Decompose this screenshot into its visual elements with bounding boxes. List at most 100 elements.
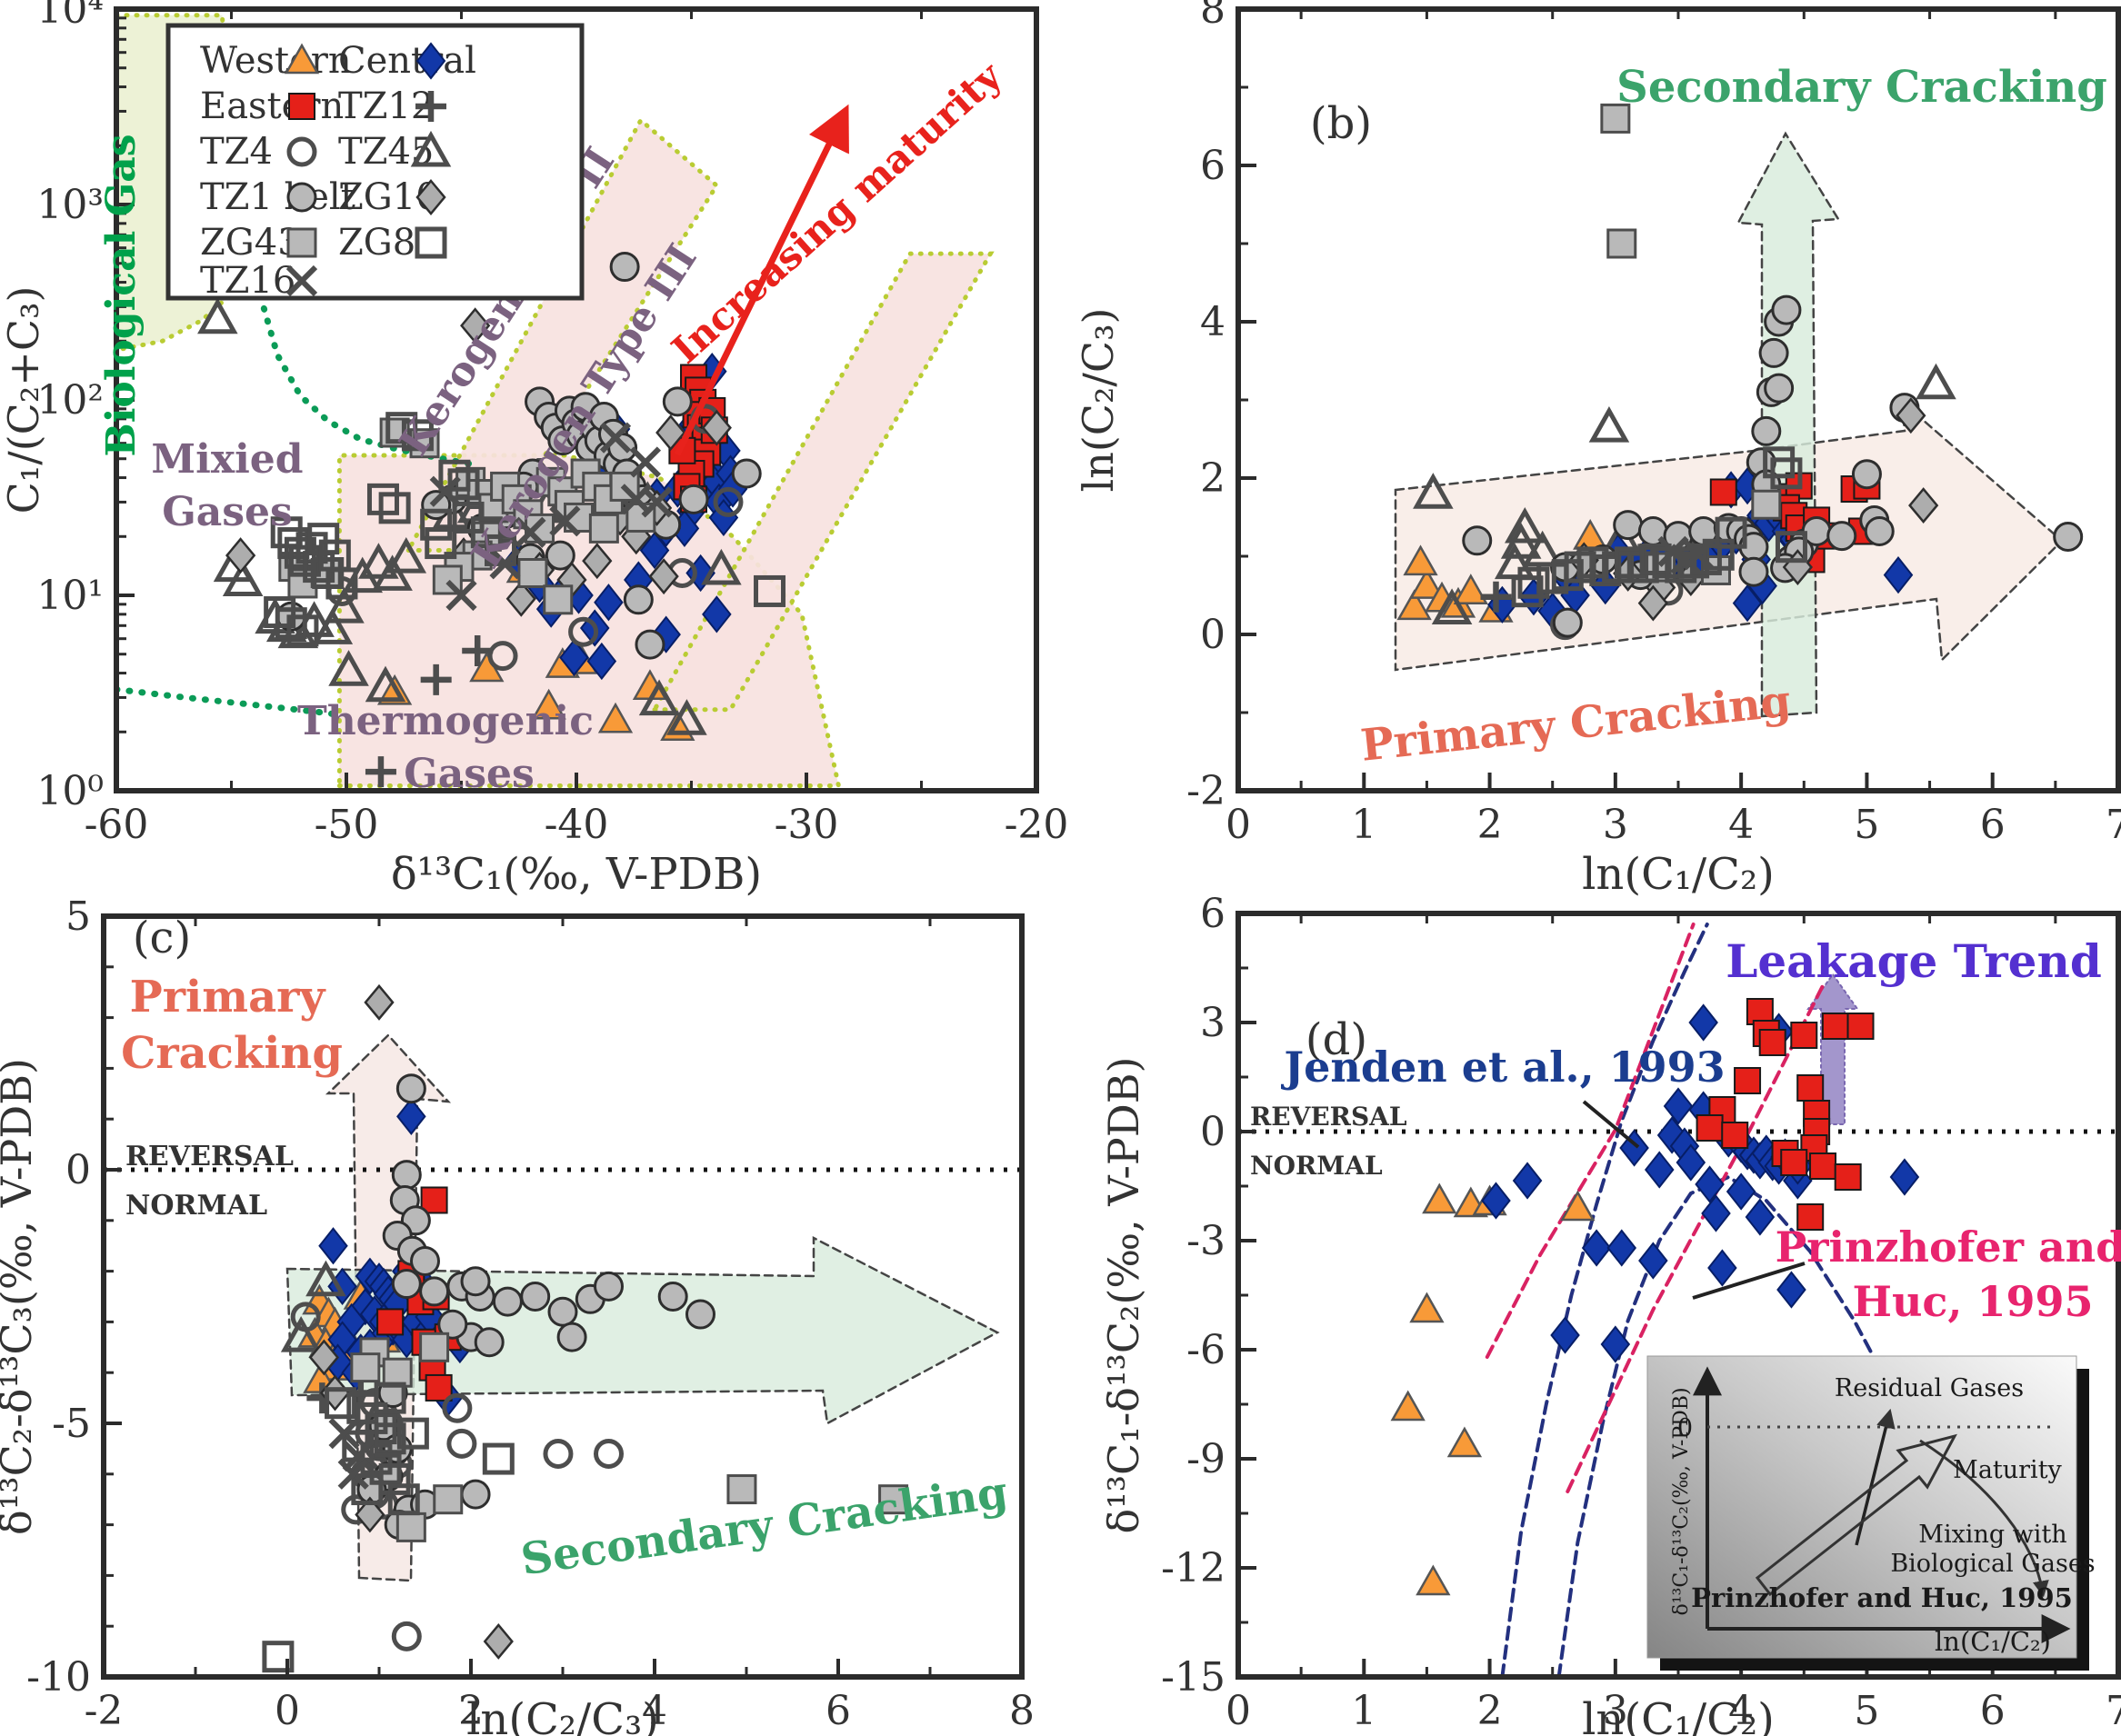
data-point-diamond-blue <box>1695 1165 1725 1203</box>
inset-text: Residual Gases <box>1835 1374 2024 1402</box>
data-point-circle-gray <box>594 1271 624 1302</box>
data-point-tri-orange <box>1409 568 1445 599</box>
series-tz16 <box>328 1418 374 1490</box>
data-point-square-open <box>420 508 453 541</box>
legend-marker-tz45 <box>410 130 452 167</box>
data-point-x-dark <box>489 548 521 580</box>
legend-marker-western <box>284 43 320 75</box>
annotation-normal: NORMAL <box>125 1190 267 1222</box>
annotation-secondary-cracking: Secondary Cracking <box>1616 62 2107 113</box>
inset-text: Biological Gases <box>1890 1550 2095 1578</box>
data-point-square-open <box>401 419 434 452</box>
panel-c: -2 0 2 4 6 8 5 0 -5 -10 ln(C₂/C₃) δ¹³C₂-δ¹³C₃(‰, V-… <box>0 893 1035 1736</box>
data-point-circle-open <box>594 1438 624 1469</box>
data-point-tri-open <box>1505 506 1546 544</box>
x-tick-label: -60 <box>85 802 149 848</box>
annotation-primary-cracking: Primary Cracking <box>1358 675 1793 771</box>
data-point-diamond-blue <box>318 1227 348 1265</box>
data-point-circle-gray <box>437 1309 468 1340</box>
data-point-circle-open <box>487 641 518 672</box>
data-point-diamond-gray <box>483 1622 514 1660</box>
data-point-square-open <box>351 1473 384 1506</box>
annotation-thermogenic: Thermogenic <box>297 698 594 744</box>
y-tick-label: -3 <box>1186 1218 1226 1264</box>
data-point-square-open <box>262 1641 295 1673</box>
y-axis-label-d: δ¹³C₁-δ¹³C₂(‰, V-PDB) <box>1099 1056 1148 1533</box>
series-tz45 <box>280 1260 346 1352</box>
inset-mixing-arrow <box>1919 1439 2049 1598</box>
data-point-square-red <box>1696 1114 1724 1142</box>
data-point-square-gray <box>878 1484 909 1515</box>
x-tick-label: 8 <box>1009 1688 1035 1734</box>
y-tick-label: 2 <box>1200 455 1226 502</box>
legend-label-western: Western <box>200 40 352 82</box>
data-point-tri-open <box>324 586 365 624</box>
inset-text: Maturity <box>1953 1456 2062 1484</box>
x-tick-label: 3 <box>1603 1688 1628 1734</box>
data-point-circle-gray <box>547 1296 578 1327</box>
data-point-diamond-blue <box>1581 1229 1612 1267</box>
data-point-circle-gray <box>460 1266 491 1297</box>
data-point-tri-orange <box>1453 574 1488 604</box>
y-axis-label-b: ln(C₂/C₃) <box>1074 307 1123 492</box>
data-point-diamond-blue <box>1745 1198 1776 1236</box>
data-point-circle-gray <box>1764 373 1795 404</box>
legend-marker-zg10 <box>415 179 446 215</box>
data-point-circle-gray <box>1758 337 1789 368</box>
panel-a: -60 -50 -40 -30 -20 10⁰ 10¹ 10² 10³ 10⁴ δ¹³C₁(‰, V… <box>0 0 1068 900</box>
data-point-x-dark <box>599 422 632 454</box>
data-point-circle-gray <box>1771 294 1802 325</box>
x-tick-label: -30 <box>775 802 839 848</box>
data-point-circle-gray <box>623 584 654 615</box>
data-point-tri-open <box>1588 406 1630 443</box>
data-point-diamond-blue <box>1726 1172 1756 1211</box>
x-axis-label-b: ln(C₁/C₂) <box>1582 849 1775 900</box>
data-point-diamond-gray <box>1637 584 1668 622</box>
legend-label-tz16: TZ16 <box>200 260 295 302</box>
legend-marker-zg8 <box>415 226 447 259</box>
data-point-circle-gray <box>395 1073 426 1104</box>
data-point-square-red <box>1821 1013 1849 1040</box>
series-eastern <box>1696 998 1875 1231</box>
data-point-circle-gray <box>731 458 762 489</box>
data-point-circle-gray <box>1462 525 1493 556</box>
y-tick-label: 10³ <box>36 182 104 228</box>
panel-c-axes: -2 0 2 4 6 8 5 0 -5 -10 ln(C₂/C₃) δ¹³C₂-δ¹³C₃(‰, V-… <box>0 893 1035 1736</box>
data-point-circle-gray <box>545 540 575 571</box>
inset-text: 0 <box>1677 1414 1693 1442</box>
y-tick-label: -12 <box>1161 1545 1226 1591</box>
data-point-x-dark <box>629 446 662 478</box>
data-point-diamond-gray <box>505 580 536 617</box>
data-point-tri-open <box>280 1316 322 1352</box>
y-tick-label: 0 <box>1200 1109 1226 1155</box>
x-tick-label: 2 <box>1477 1688 1503 1734</box>
y-tick-label: 6 <box>1200 891 1226 937</box>
data-point-tri-orange <box>1446 1426 1483 1458</box>
data-point-square-open <box>286 614 319 647</box>
data-point-diamond-blue <box>1732 584 1763 623</box>
data-point-tri-open <box>197 297 238 334</box>
data-point-diamond-blue <box>1656 1116 1687 1154</box>
annotation-primary: Primary <box>130 972 327 1023</box>
data-point-circle-gray <box>474 1327 505 1358</box>
data-point-diamond-blue <box>702 595 732 634</box>
data-point-diamond-gray <box>655 414 686 451</box>
x-tick-label: 1 <box>1351 1688 1376 1734</box>
data-point-square-open <box>438 459 471 492</box>
data-point-circle-gray <box>657 1282 688 1312</box>
data-point-tri-open <box>372 554 413 591</box>
inset-prinzhofer-diagram: Residual Gases 0 Maturity Mixing withBiolog… <box>1646 1355 2096 1671</box>
data-point-square-red <box>1809 1152 1837 1180</box>
data-point-square-gray <box>433 1484 464 1515</box>
data-point-square-gray <box>395 1512 426 1542</box>
data-point-tri-open <box>312 608 354 644</box>
data-point-circle-open <box>446 1428 477 1459</box>
annotation-mixied: Mixied <box>151 436 303 483</box>
legend-marker-tz12 <box>415 91 446 122</box>
x-tick-label: 0 <box>1226 802 1251 848</box>
data-point-tri-orange <box>597 702 634 733</box>
data-point-diamond-blue <box>1883 556 1914 594</box>
data-point-square-gray <box>419 1332 450 1362</box>
